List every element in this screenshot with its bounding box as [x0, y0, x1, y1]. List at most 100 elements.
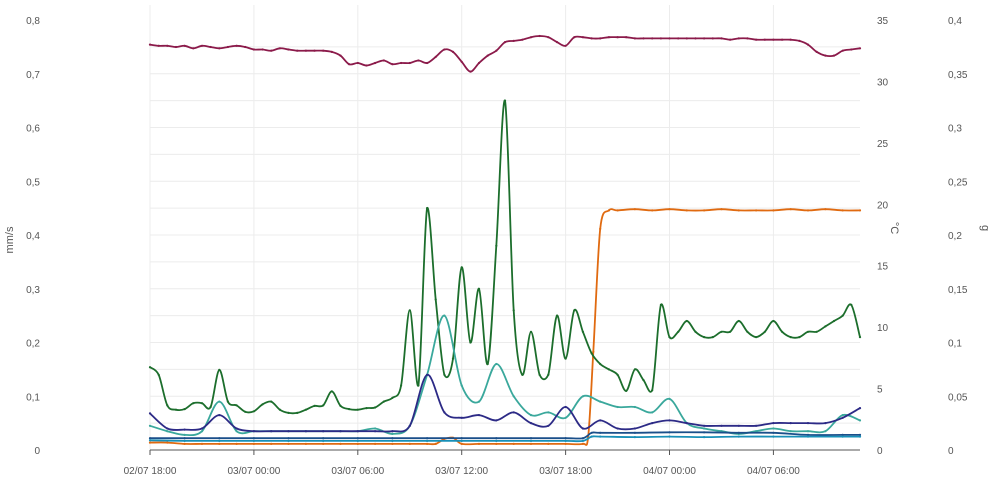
data-point: [348, 63, 351, 66]
data-point: [564, 442, 567, 445]
data-point: [737, 424, 740, 427]
y-tick-label: 0,1: [26, 392, 40, 403]
data-point: [521, 38, 524, 41]
data-point: [287, 48, 290, 51]
y-tick-label: 15: [877, 262, 889, 273]
data-point: [512, 395, 515, 398]
data-point: [200, 430, 204, 433]
data-point: [547, 442, 550, 445]
data-point: [806, 433, 810, 436]
data-point: [625, 36, 628, 39]
data-point: [625, 389, 628, 392]
data-point: [616, 405, 619, 409]
data-point: [737, 431, 740, 434]
series-markers-1: [148, 208, 862, 445]
data-point: [703, 424, 706, 427]
data-point: [633, 436, 637, 439]
data-point: [235, 44, 238, 47]
data-point: [850, 48, 853, 51]
data-point: [659, 303, 663, 306]
data-point: [703, 209, 706, 212]
data-point: [668, 208, 671, 211]
data-point: [642, 37, 645, 40]
y-tick-label: 0,1: [948, 339, 962, 350]
data-point: [781, 38, 784, 41]
y-tick-label: 0,3: [948, 124, 962, 135]
data-point: [426, 442, 429, 445]
data-point: [270, 442, 273, 445]
data-point: [408, 424, 411, 427]
data-point: [592, 350, 595, 353]
data-point: [806, 209, 810, 212]
data-point: [183, 408, 186, 411]
x-tick-label: 03/07 00:00: [227, 466, 280, 477]
data-point: [755, 424, 758, 427]
data-point: [443, 314, 446, 317]
data-point: [218, 400, 221, 403]
data-point: [711, 37, 714, 40]
data-point: [529, 439, 533, 442]
data-point: [737, 435, 740, 438]
data-point: [547, 373, 550, 376]
data-point: [564, 357, 567, 360]
data-point: [815, 330, 818, 333]
data-point: [529, 437, 533, 440]
data-point: [512, 442, 515, 445]
data-point: [599, 400, 602, 403]
data-point: [270, 430, 273, 433]
data-point: [477, 287, 481, 290]
data-point: [166, 441, 169, 444]
data-point: [148, 437, 152, 440]
data-point: [218, 442, 221, 445]
data-point: [495, 362, 498, 366]
data-point: [607, 36, 611, 39]
y-tick-label: 25: [877, 139, 889, 150]
data-point: [495, 442, 498, 445]
data-point: [685, 422, 688, 425]
x-tick-label: 03/07 12:00: [435, 466, 488, 477]
data-point: [192, 47, 195, 50]
data-point: [157, 44, 160, 47]
data-point: [183, 433, 186, 436]
y-tick-label: 0,6: [26, 124, 40, 135]
data-point: [495, 49, 498, 52]
data-point: [469, 70, 472, 73]
data-point: [391, 430, 394, 433]
data-point: [737, 209, 740, 212]
data-point: [633, 37, 637, 40]
data-point: [824, 208, 827, 211]
data-point: [590, 435, 593, 438]
data-point: [581, 395, 585, 398]
data-point: [789, 208, 792, 211]
data-point: [148, 441, 152, 444]
data-point: [832, 319, 836, 323]
data-point: [850, 303, 853, 306]
data-point: [668, 435, 671, 438]
data-point: [529, 36, 533, 39]
data-point: [806, 422, 810, 425]
data-point: [789, 38, 792, 41]
data-point: [529, 414, 533, 417]
data-point: [763, 330, 766, 333]
data-point: [417, 59, 420, 62]
data-point: [668, 419, 671, 422]
series-markers-0: [148, 34, 862, 73]
data-point: [460, 439, 463, 442]
data-point: [183, 44, 186, 47]
data-point: [599, 227, 602, 230]
data-point: [564, 44, 567, 47]
data-point: [703, 436, 706, 439]
x-axis-ticks: 02/07 18:00 03/07 00:00 03/07 06:00 03/07 1…: [124, 450, 800, 477]
data-point: [244, 45, 247, 49]
data-point: [512, 39, 515, 43]
data-point: [226, 400, 229, 403]
data-point: [313, 404, 316, 407]
data-point: [703, 427, 706, 430]
data-point: [677, 37, 680, 40]
data-point: [192, 402, 195, 405]
data-point: [374, 442, 377, 445]
series-line-6: [149, 435, 861, 443]
data-point: [858, 407, 862, 410]
data-point: [174, 45, 178, 49]
data-point: [694, 330, 697, 333]
